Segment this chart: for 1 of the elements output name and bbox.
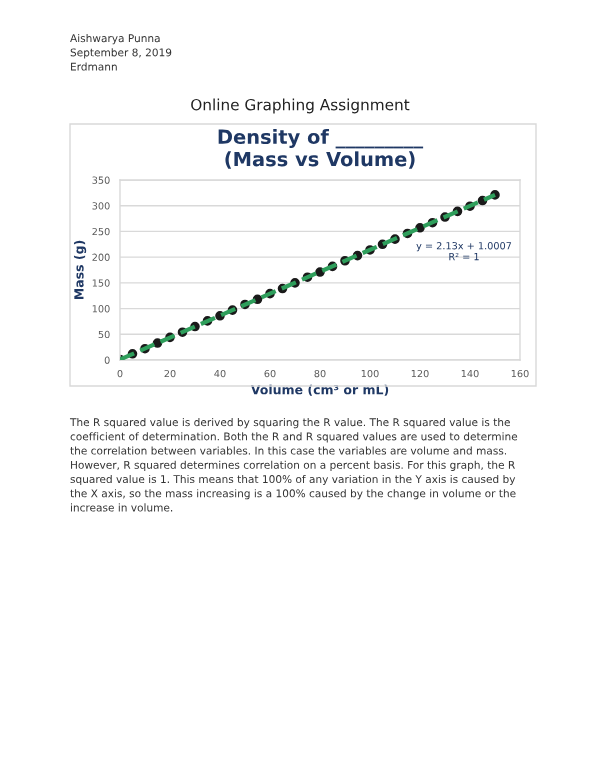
chart-title: Density of _________ (Mass vs Volume) <box>218 129 424 169</box>
